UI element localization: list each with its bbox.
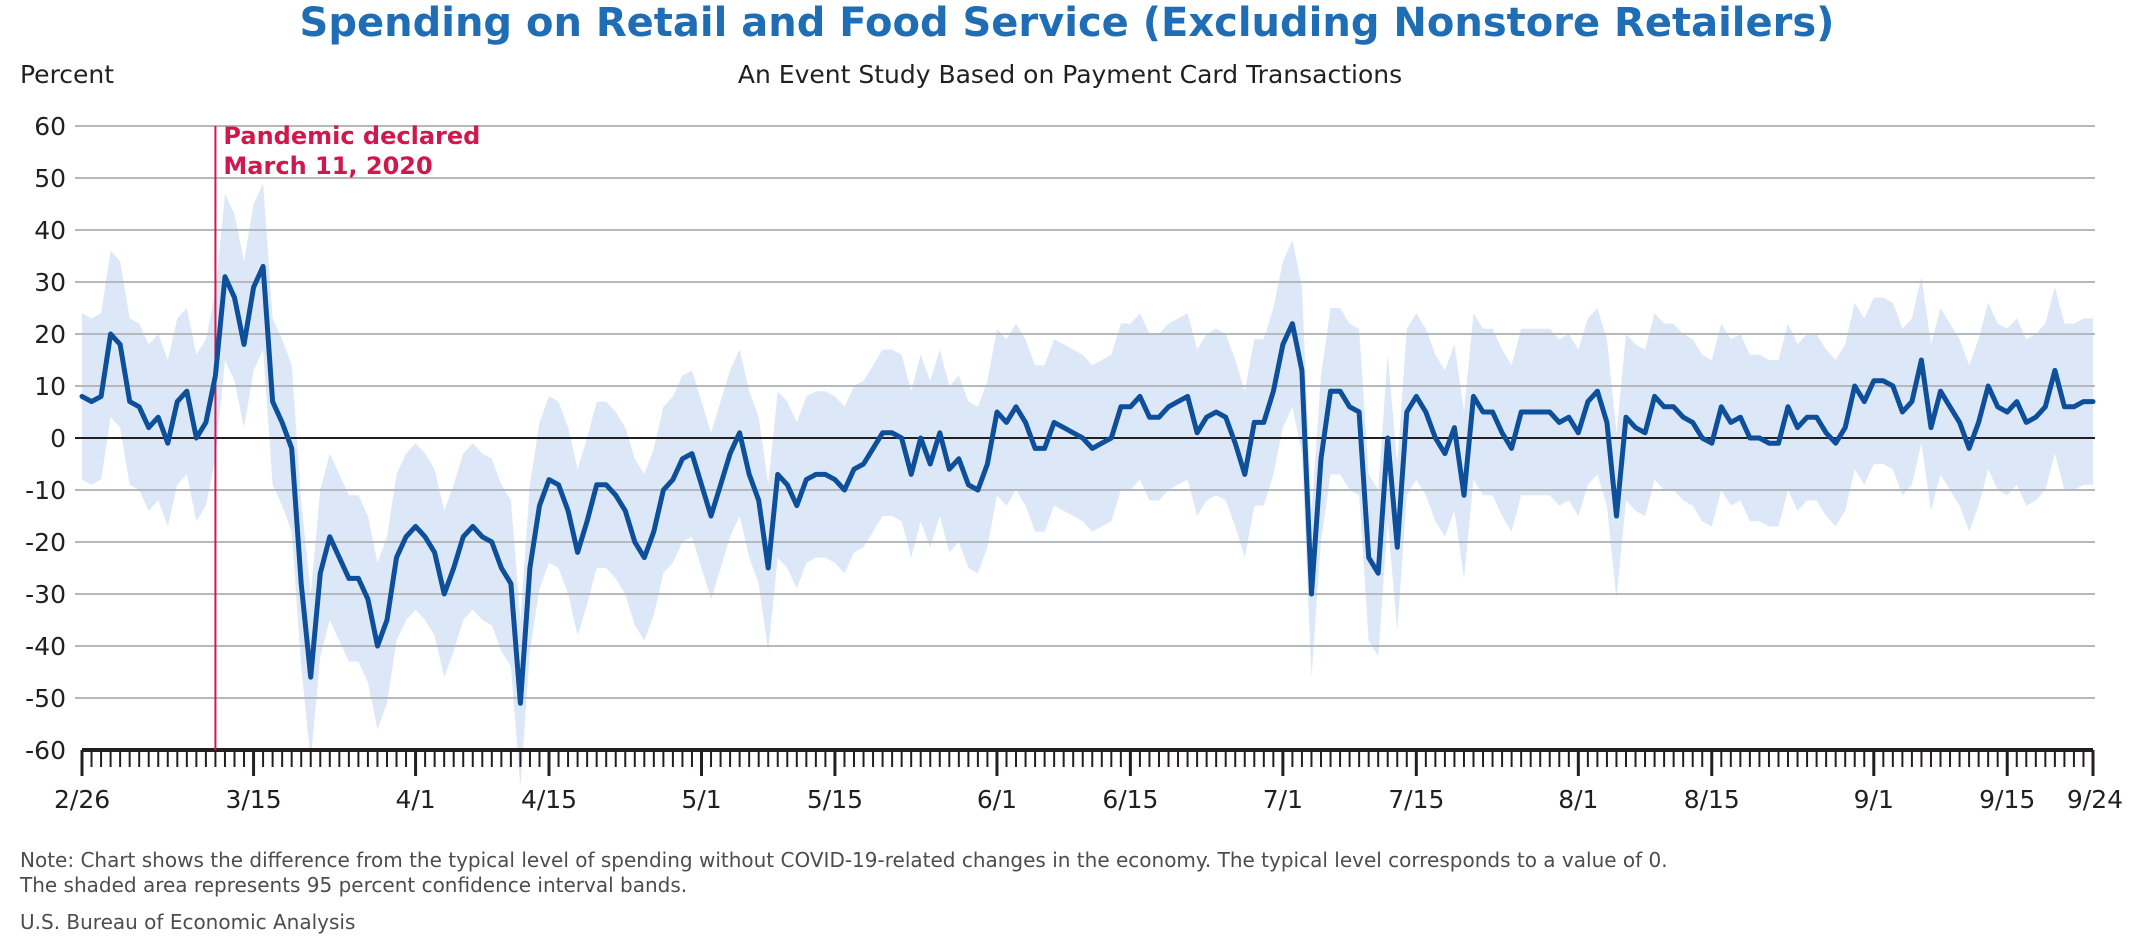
confidence-band [82,183,2093,787]
gridlines [75,125,2095,699]
y-tick-label: -50 [25,684,66,713]
chart-title: Spending on Retail and Food Service (Exc… [299,0,1835,46]
y-tick-label: 60 [34,112,66,141]
y-tick-label: 20 [34,320,66,349]
confidence-band-layer [82,183,2093,787]
y-tick-label: -10 [25,476,66,505]
y-tick-label: -40 [25,632,66,661]
x-tick-label: 9/1 [1854,785,1894,814]
x-tick-label: 6/15 [1102,785,1158,814]
chart-note-line-2: The shaded area represents 95 percent co… [20,873,688,897]
line-chart: 60 50 40 30 20 10 0 -10 -20 -30 -40 -50 -60 2/26 3/15… [25,112,2123,814]
chart-subtitle: An Event Study Based on Payment Card Tra… [737,60,1403,89]
y-tick-label: 50 [34,164,66,193]
annotation-text-line-1: Pandemic declared [223,122,480,150]
x-tick-label: 9/15 [1979,785,2035,814]
x-tick-label: 3/15 [225,785,281,814]
y-tick-label: 10 [34,372,66,401]
x-tick-label: 4/1 [395,785,435,814]
spending-series-line [79,263,2096,706]
x-tick-label: 9/24 [2067,785,2123,814]
series-line-layer [79,263,2096,706]
chart-note-line-1: Note: Chart shows the difference from th… [20,848,1668,872]
x-axis: 2/26 3/15 4/1 4/15 5/1 5/15 6/1 6/15 7/1 7/15 8/1 8… [54,748,2123,814]
x-tick-label: 7/1 [1263,785,1303,814]
y-axis-label: Percent [20,60,115,89]
y-tick-label: -60 [25,736,66,765]
y-tick-label: 0 [50,424,66,453]
x-tick-label: 2/26 [54,785,110,814]
x-tick-label: 8/1 [1558,785,1598,814]
x-tick-label: 5/15 [807,785,863,814]
y-tick-label: 40 [34,216,66,245]
x-tick-label: 4/15 [521,785,577,814]
x-tick-label: 7/15 [1388,785,1444,814]
x-tick-label: 5/1 [681,785,721,814]
y-axis-ticks: 60 50 40 30 20 10 0 -10 -20 -30 -40 -50 -60 [25,112,66,765]
y-tick-label: 30 [34,268,66,297]
x-tick-label: 8/15 [1684,785,1740,814]
y-tick-label: -30 [25,580,66,609]
y-tick-label: -20 [25,528,66,557]
source-credit: U.S. Bureau of Economic Analysis [20,910,356,934]
x-tick-label: 6/1 [977,785,1017,814]
annotation-text-line-2: March 11, 2020 [223,152,432,180]
